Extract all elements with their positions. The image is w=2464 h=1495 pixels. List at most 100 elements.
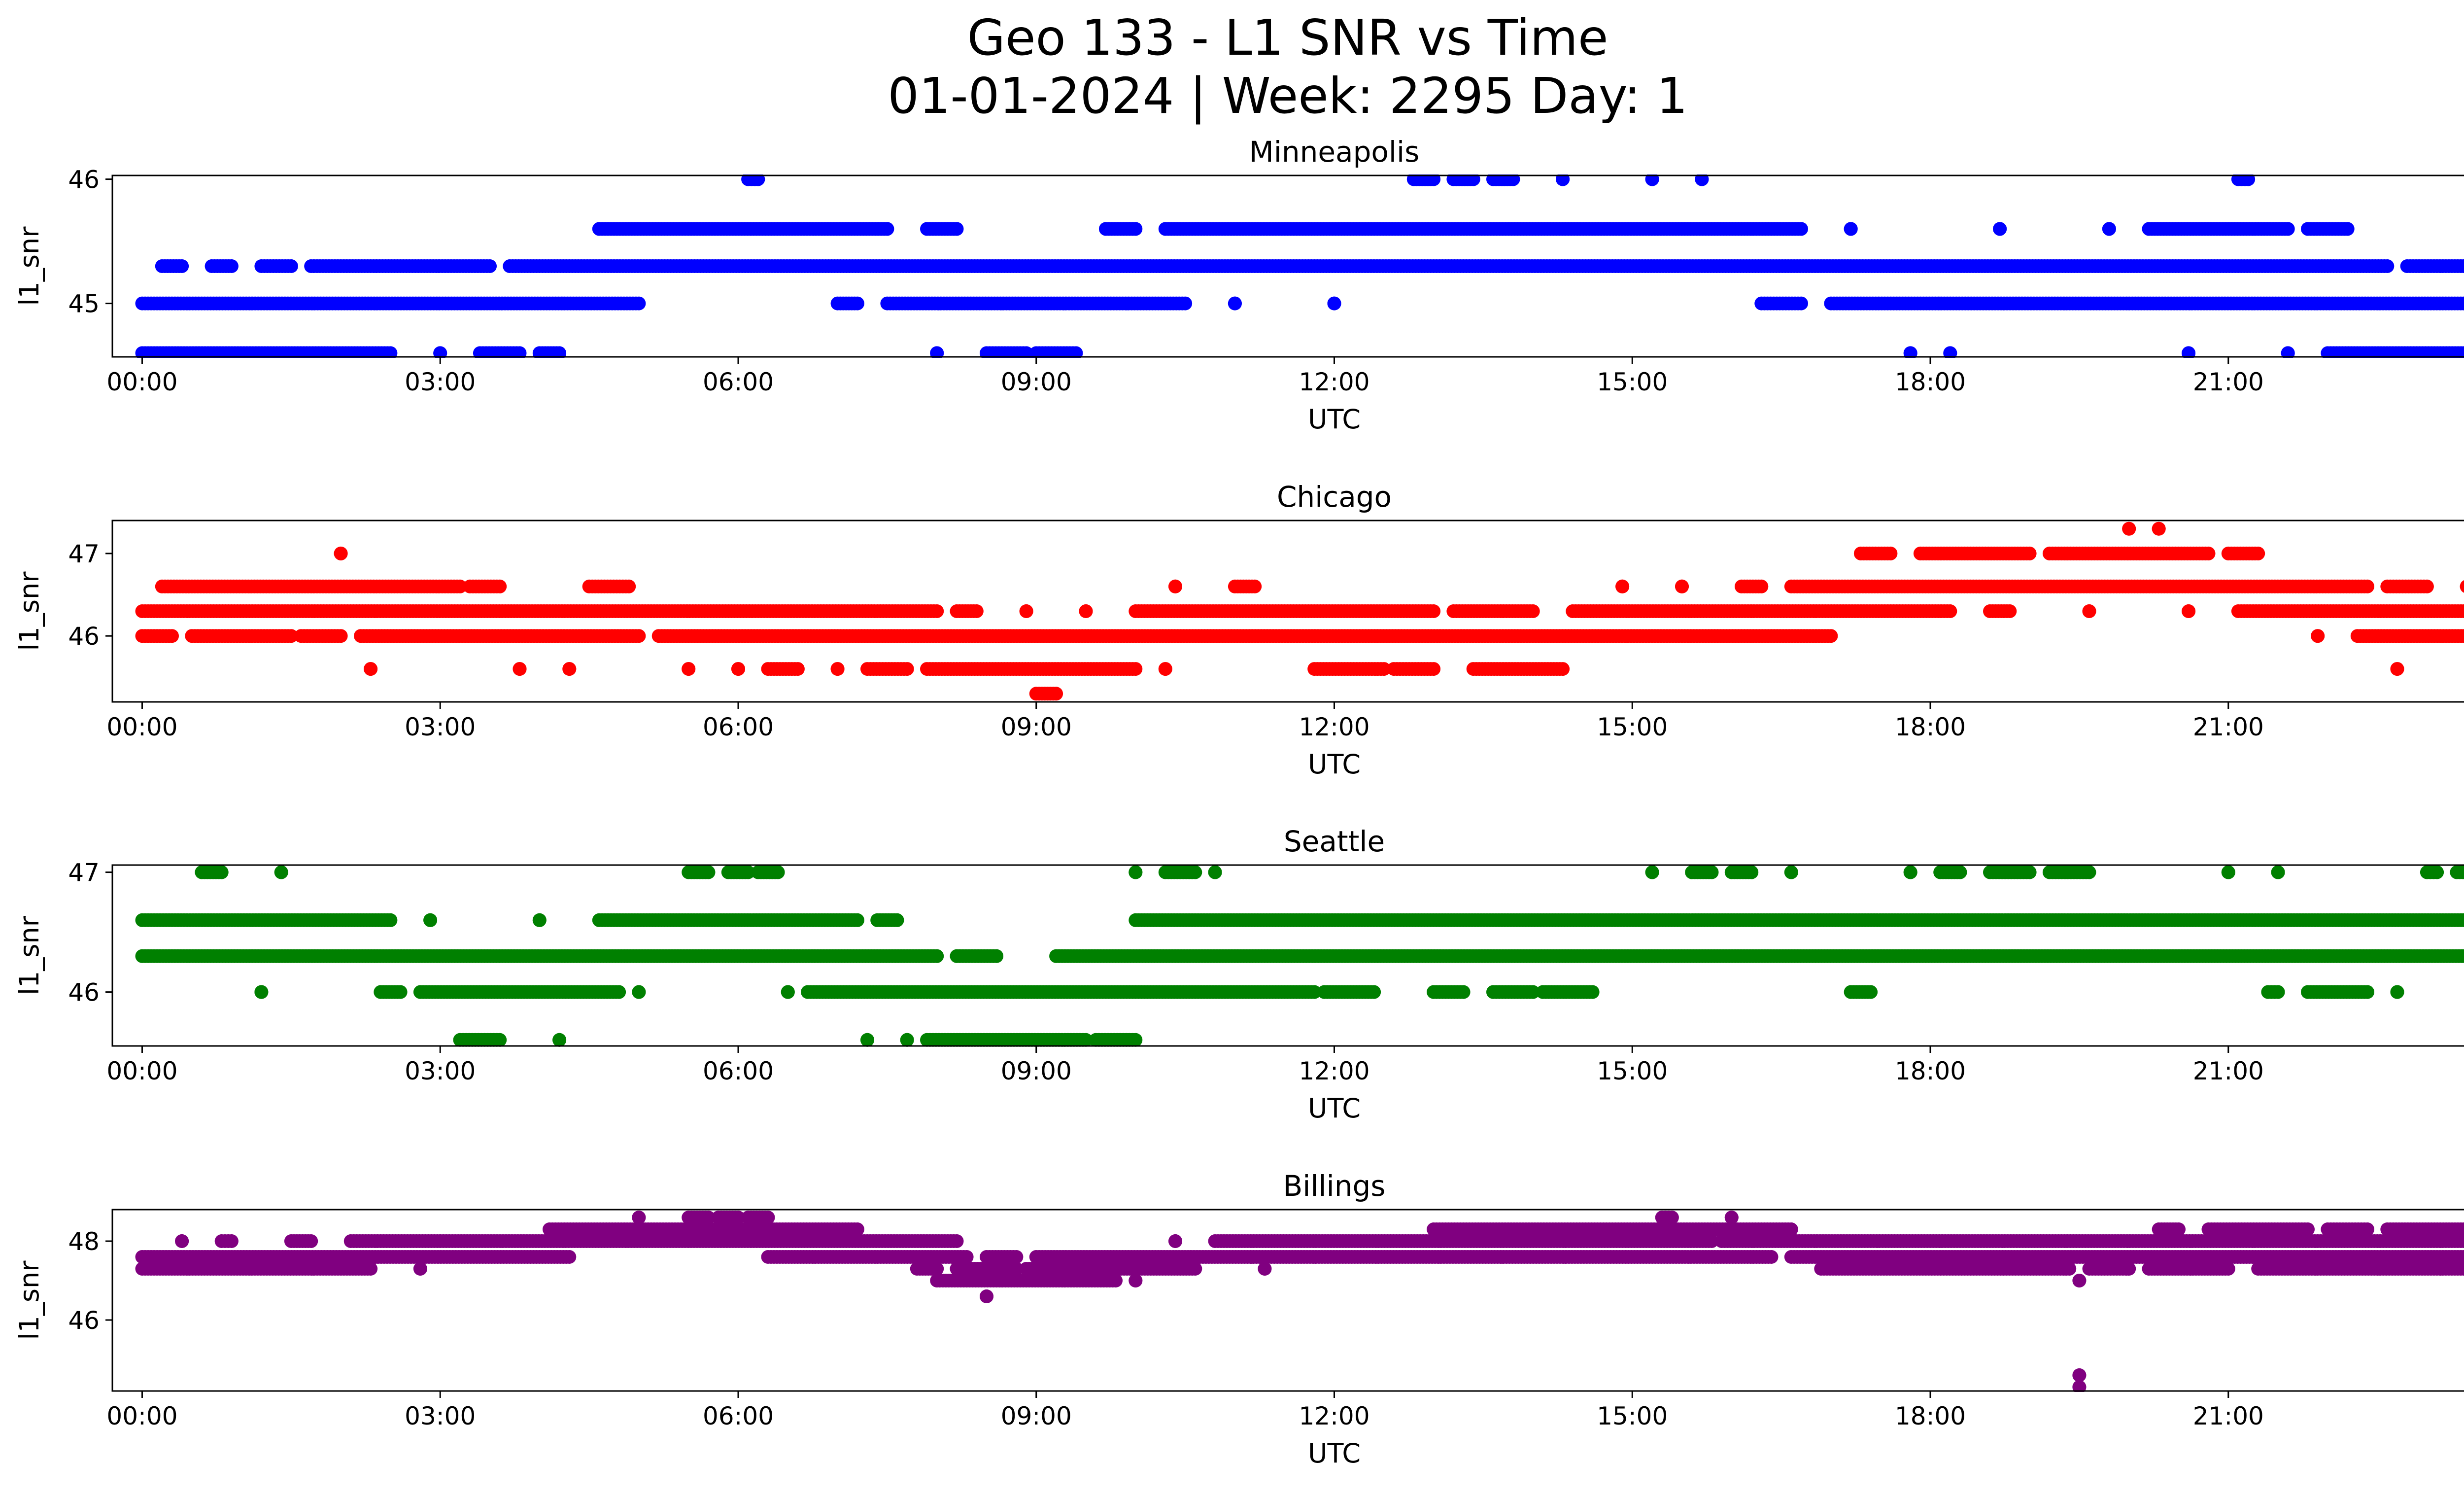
x-tick-label: 15:00 [1597, 713, 1668, 741]
data-point [2281, 346, 2295, 358]
subplot-title: Minneapolis [1249, 135, 1420, 169]
data-point [900, 1033, 914, 1047]
data-point [1883, 546, 1898, 560]
x-tick-label: 03:00 [405, 713, 476, 741]
y-tick-label: 45 [68, 290, 100, 318]
data-point [2361, 579, 2374, 593]
data-point [632, 629, 646, 643]
data-point [1844, 222, 1858, 236]
data-point [2122, 522, 2136, 536]
data-point [830, 662, 845, 676]
x-tick-label: 21:00 [2193, 368, 2264, 396]
data-point [850, 296, 864, 311]
data-point [364, 662, 378, 676]
data-point [622, 579, 636, 593]
data-point [1754, 579, 1769, 593]
x-axis-label: UTC [1308, 404, 1361, 435]
data-point [1695, 174, 1709, 186]
data-point [483, 259, 497, 273]
data-point [2311, 629, 2325, 643]
data-point [990, 949, 1004, 963]
data-point [1943, 346, 1957, 358]
data-point [1794, 296, 1808, 311]
data-point [2201, 546, 2216, 560]
data-point [2182, 346, 2196, 358]
data-point [2460, 347, 2464, 358]
data-point [1158, 662, 1172, 676]
y-tick-label: 46 [68, 622, 100, 651]
data-point [731, 662, 745, 676]
data-point [1556, 662, 1570, 676]
data-point [1794, 222, 1808, 236]
data-point [1049, 687, 1063, 701]
data-point [552, 1033, 567, 1047]
figure-title: Geo 133 - L1 SNR vs Time 01-01-2024 | We… [0, 9, 2464, 125]
y-tick-label: 46 [68, 166, 100, 194]
data-point [513, 662, 527, 676]
data-point [2460, 629, 2464, 642]
data-point [612, 985, 626, 999]
data-point [2390, 985, 2404, 999]
subplot-title: Chicago [1277, 480, 1392, 514]
data-point [2340, 222, 2355, 236]
figure-title-line-1: Geo 133 - L1 SNR vs Time [967, 9, 1608, 67]
data-point [632, 985, 646, 999]
x-tick-label: 06:00 [703, 368, 774, 396]
data-point [682, 662, 696, 676]
data-point [2251, 546, 2265, 560]
data-point [2102, 222, 2116, 236]
data-point [1556, 174, 1570, 186]
data-point [1585, 985, 1600, 999]
y-axis-label: l1_snr [14, 571, 45, 651]
data-point [1903, 346, 1917, 358]
x-tick-label: 06:00 [703, 713, 774, 741]
data-point [1456, 985, 1471, 999]
x-tick-label: 03:00 [405, 368, 476, 396]
data-point [433, 346, 447, 358]
data-point [1367, 985, 1381, 999]
data-point [1228, 296, 1242, 311]
data-point [781, 985, 795, 999]
subplot-chicago: 00:00 03:00 06:00 09:00 12:00 15:00 18:00 21:00… [14, 480, 2464, 780]
data-point [1864, 985, 1878, 999]
x-tick-label: 21:00 [2193, 713, 2264, 741]
data-point [1129, 662, 1143, 676]
data-point [1526, 985, 1540, 999]
data-point [2463, 262, 2464, 270]
data-point [2460, 297, 2464, 310]
data-point [2241, 174, 2256, 186]
y-axis-label: l1_snr [14, 226, 45, 306]
data-point [1129, 1033, 1143, 1047]
data-point [175, 259, 189, 273]
x-tick-label: 12:00 [1299, 713, 1369, 741]
data-point [513, 346, 527, 358]
data-point [950, 222, 964, 236]
data-point [562, 662, 577, 676]
data-point [969, 604, 984, 618]
figure-title-line-2: 01-01-2024 | Week: 2295 Day: 1 [888, 67, 1688, 125]
subplot-minneapolis: 00:00 03:00 06:00 09:00 12:00 15:00 18:00 21:00… [14, 135, 2464, 435]
x-tick-label: 00:00 [106, 368, 177, 396]
data-point [860, 1033, 874, 1047]
x-tick-label: 09:00 [1001, 713, 1072, 741]
data-point [790, 662, 805, 676]
subplot-seattle: 00:00 03:00 06:00 09:00 12:00 15:00 18:00 21:00… [14, 825, 2464, 1124]
data-point [632, 296, 646, 311]
y-tick-label: 47 [68, 540, 100, 568]
data-point [2460, 580, 2464, 593]
data-point [2380, 259, 2395, 273]
x-axis-label: UTC [1308, 749, 1361, 780]
data-points [135, 522, 2464, 701]
data-point [1079, 1033, 1093, 1047]
data-point [2460, 260, 2464, 273]
x-tick-label: 15:00 [1597, 368, 1668, 396]
data-point [1129, 222, 1143, 236]
data-point [552, 346, 567, 358]
data-point [2361, 985, 2374, 999]
data-point [1427, 604, 1441, 618]
data-point [1506, 174, 1520, 186]
data-point [930, 346, 944, 358]
data-point [1377, 662, 1391, 676]
x-tick-label: 12:00 [1299, 368, 1369, 396]
